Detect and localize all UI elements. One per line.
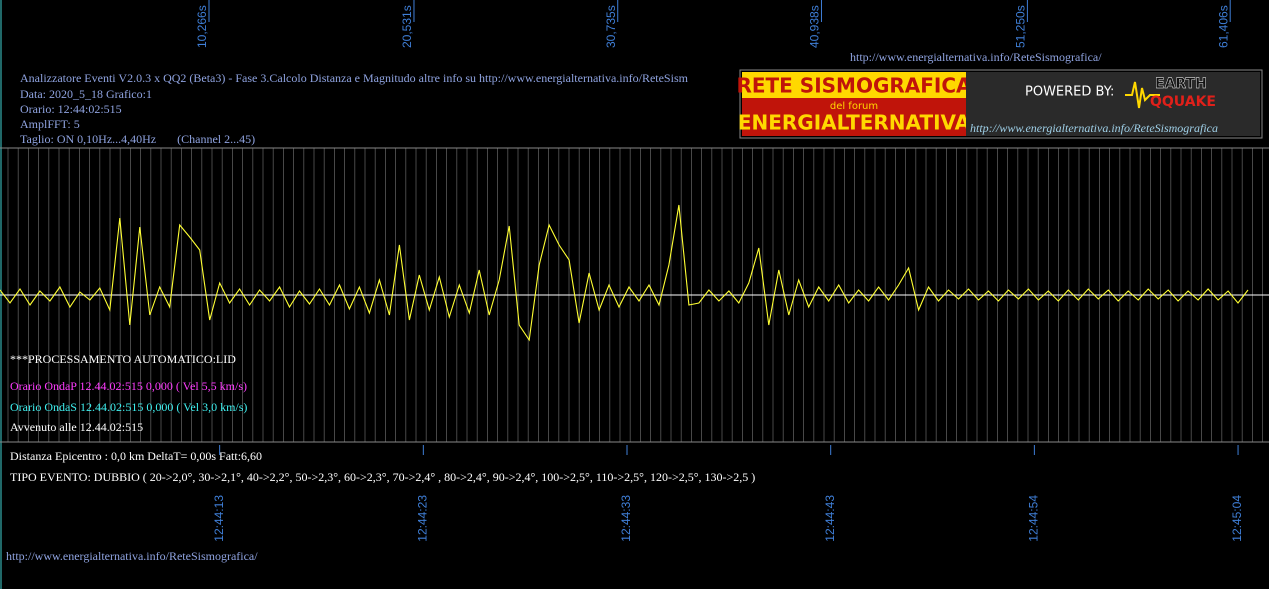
x-tick-label: 20,531s — [400, 5, 414, 48]
processing: ***PROCESSAMENTO AUTOMATICO:LID — [10, 352, 236, 366]
x-tick-label: 40,938s — [808, 5, 822, 48]
header-line: Data: 2020_5_18 Grafico:1 — [20, 87, 152, 101]
logo: RETE SISMOGRAFICA del forum ENERGIALTERN… — [736, 69, 1263, 139]
onda-s: Orario OndaS 12.44.02:515 0,000 ( Vel 3,… — [10, 400, 247, 414]
logo-powered: POWERED BY: — [1025, 85, 1114, 100]
time-tick-label: 12:44:43 — [823, 495, 837, 542]
trace — [0, 204, 1249, 342]
tipo-evento: TIPO EVENTO: DUBBIO ( 20->2,0°, 30->2,1°… — [10, 470, 755, 484]
header-line: Analizzatore Eventi V2.0.3 x QQ2 (Beta3)… — [20, 71, 689, 85]
onda-p: Orario OndaP 12.44.02:515 0,000 ( Vel 5,… — [10, 379, 247, 393]
header-line: Orario: 12:44:02:515 — [20, 102, 122, 116]
logo-wave — [1125, 81, 1160, 109]
header-line: AmplFFT: 5 — [20, 117, 80, 131]
logo-right — [966, 72, 1260, 136]
x-tick-label: 51,250s — [1014, 5, 1028, 48]
logo-brand: QQUAKE — [1150, 94, 1216, 110]
logo-brand: EARTH — [1155, 76, 1207, 92]
logo-name: ENERGIALTERNATIVA — [738, 111, 971, 135]
time-tick-label: 12:44:33 — [619, 495, 633, 542]
x-tick-label: 10,266s — [195, 5, 209, 48]
time-tick-label: 12:44:13 — [212, 495, 226, 542]
avvenuto: Avvenuto alle 12.44.02:515 — [10, 420, 143, 434]
logo-url: http://www.energialternativa.info/ReteSi… — [970, 121, 1218, 135]
header-line: Taglio: ON 0,10Hz...4,40Hz (Channel 2...… — [20, 132, 255, 146]
logo-title: RETE SISMOGRAFICA — [736, 74, 972, 98]
footer-url: http://www.energialternativa.info/ReteSi… — [6, 549, 258, 563]
top-url: http://www.energialternativa.info/ReteSi… — [850, 50, 1102, 64]
time-tick-label: 12:44:23 — [416, 495, 430, 542]
logo-band — [742, 72, 966, 98]
x-tick-label: 30,735s — [604, 5, 618, 48]
x-tick-label: 61,406s — [1216, 5, 1230, 48]
logo-band — [742, 98, 966, 136]
time-tick-label: 12:45:04 — [1230, 495, 1244, 542]
logo-subtitle: del forum — [830, 101, 878, 112]
time-tick-label: 12:44:54 — [1027, 495, 1041, 542]
distanza: Distanza Epicentro : 0,0 km DeltaT= 0,00… — [10, 449, 262, 463]
